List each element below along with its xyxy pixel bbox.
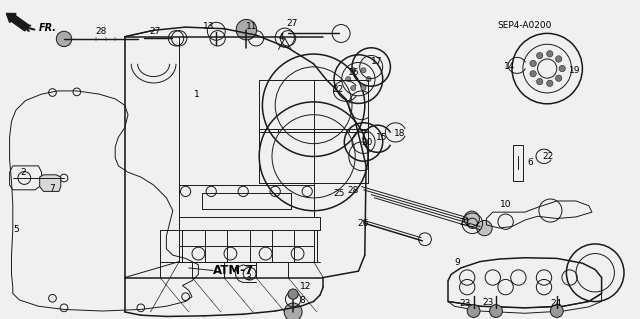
Text: ATM-7: ATM-7 <box>213 264 254 277</box>
Circle shape <box>346 77 351 82</box>
Text: 27: 27 <box>286 19 298 28</box>
Text: 3: 3 <box>246 273 251 282</box>
Text: 4: 4 <box>279 33 284 42</box>
Circle shape <box>530 70 536 77</box>
Circle shape <box>284 303 302 319</box>
Text: 16: 16 <box>348 68 359 77</box>
Text: 10: 10 <box>500 200 511 209</box>
Text: 22: 22 <box>332 85 344 94</box>
Text: 17: 17 <box>371 57 382 66</box>
Text: 8: 8 <box>300 296 305 305</box>
Text: 28: 28 <box>95 27 107 36</box>
Text: 19: 19 <box>569 66 580 75</box>
Circle shape <box>361 85 366 91</box>
Text: 22: 22 <box>542 152 554 161</box>
Circle shape <box>236 19 257 40</box>
Circle shape <box>559 65 565 72</box>
Text: 14: 14 <box>504 62 516 70</box>
Text: 27: 27 <box>149 27 161 36</box>
Circle shape <box>536 52 543 59</box>
Text: 7: 7 <box>50 184 55 193</box>
Text: 13: 13 <box>203 22 214 31</box>
Polygon shape <box>40 175 61 191</box>
Bar <box>513 145 524 181</box>
Text: 1: 1 <box>195 90 200 99</box>
Text: 2: 2 <box>20 168 26 177</box>
Text: SEP4-A0200: SEP4-A0200 <box>498 21 552 30</box>
Circle shape <box>556 56 562 62</box>
Text: FR.: FR. <box>39 23 57 33</box>
Text: 26: 26 <box>358 219 369 228</box>
Text: 21: 21 <box>459 218 470 227</box>
Circle shape <box>361 68 366 73</box>
Circle shape <box>351 68 356 73</box>
Circle shape <box>490 305 502 317</box>
Circle shape <box>56 31 72 47</box>
Circle shape <box>547 51 553 57</box>
Text: 23: 23 <box>459 299 470 308</box>
FancyArrow shape <box>6 13 29 31</box>
Text: 28: 28 <box>348 186 359 195</box>
Circle shape <box>536 78 543 85</box>
Text: 24: 24 <box>550 299 561 308</box>
Text: 15: 15 <box>376 133 387 142</box>
Text: 20: 20 <box>362 138 373 147</box>
Circle shape <box>288 289 298 299</box>
Circle shape <box>550 305 563 317</box>
Text: 5: 5 <box>14 225 19 234</box>
Text: 25: 25 <box>333 189 345 198</box>
Circle shape <box>530 60 536 67</box>
Text: 12: 12 <box>300 282 312 291</box>
Circle shape <box>351 85 356 91</box>
Text: 23: 23 <box>482 298 493 307</box>
Circle shape <box>556 75 562 81</box>
Circle shape <box>366 77 371 82</box>
Text: 11: 11 <box>246 22 257 31</box>
Circle shape <box>464 211 479 226</box>
Text: 6: 6 <box>527 158 532 167</box>
Circle shape <box>547 80 553 86</box>
Circle shape <box>467 305 480 317</box>
Circle shape <box>477 220 492 236</box>
Text: 18: 18 <box>394 129 405 138</box>
Text: 9: 9 <box>454 258 460 267</box>
